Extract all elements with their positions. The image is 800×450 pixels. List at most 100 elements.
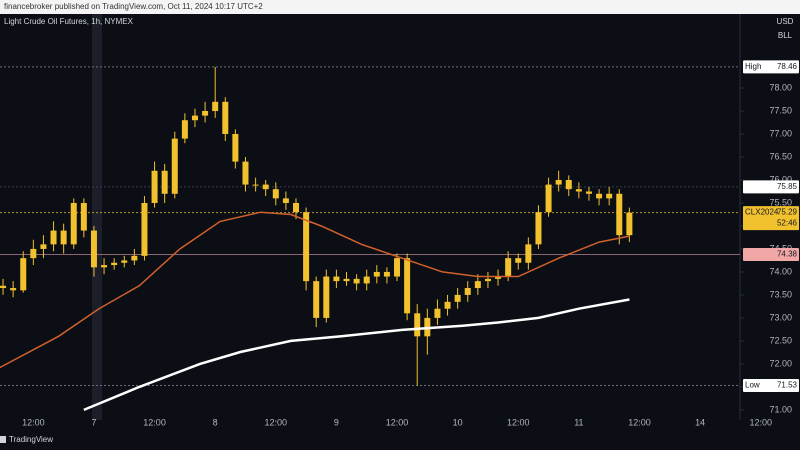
candle-body <box>565 179 572 190</box>
unit-label: BLL <box>778 31 793 40</box>
candle-body <box>313 281 320 318</box>
candle-body <box>222 101 229 135</box>
price-marker-countdown: 52:46 <box>777 219 798 228</box>
x-tick-label: 8 <box>213 417 218 427</box>
candle-body <box>212 101 219 112</box>
candle-body <box>484 278 491 282</box>
candle-body <box>454 294 461 302</box>
y-tick-label: 76.50 <box>769 151 792 161</box>
header-bar <box>0 0 800 14</box>
candle-body <box>272 189 279 199</box>
candle-body <box>70 202 77 245</box>
candle-body <box>232 134 239 162</box>
candle-body <box>242 161 249 185</box>
y-tick-label: 77.00 <box>769 128 792 138</box>
moving-average <box>83 298 630 412</box>
x-tick-label: 14 <box>695 417 705 427</box>
candle-body <box>353 278 360 284</box>
x-tick-label: 11 <box>574 417 583 427</box>
candle-body <box>363 276 370 284</box>
x-tick-label: 12:00 <box>749 417 772 427</box>
candle-body <box>202 111 209 116</box>
candle-body <box>515 258 522 263</box>
x-tick-label: 12:00 <box>386 417 409 427</box>
candle-body <box>30 248 37 259</box>
candle-body <box>111 262 118 266</box>
candle-body <box>141 202 148 256</box>
candle-body <box>575 189 582 192</box>
price-marker-value: 78.46 <box>777 62 798 71</box>
candle-body <box>131 255 138 261</box>
y-tick-label: 73.00 <box>769 312 792 322</box>
currency-label: USD <box>777 17 794 26</box>
candle-body <box>0 285 7 289</box>
candle-body <box>394 258 401 277</box>
price-marker-box <box>743 180 799 194</box>
y-tick-label: 71.00 <box>769 404 792 414</box>
candle-body <box>464 288 471 295</box>
price-marker-box <box>743 60 799 74</box>
price-marker-label: Low <box>745 381 760 390</box>
session-band <box>92 14 102 420</box>
candle-body <box>282 198 289 203</box>
price-marker-value: 74.38 <box>777 250 798 259</box>
price-marker-value: 71.53 <box>777 381 798 390</box>
candle-body <box>80 202 87 231</box>
candle-body <box>495 276 502 279</box>
price-marker-label: High <box>745 62 761 71</box>
candle-body <box>151 170 158 203</box>
candle-body <box>191 115 198 121</box>
candle-body <box>596 193 603 199</box>
candle-body <box>606 193 613 199</box>
candle-body <box>303 212 310 282</box>
moving-average <box>0 211 630 369</box>
y-tick-label: 72.00 <box>769 358 792 368</box>
y-tick-label: 72.50 <box>769 335 792 345</box>
candle-body <box>171 138 178 194</box>
candle-body <box>50 230 57 245</box>
candle-body <box>585 191 592 194</box>
publisher-text: financebroker published on TradingView.c… <box>4 2 263 11</box>
price-marker-value: 75.85 <box>777 182 798 191</box>
candle-body <box>181 120 188 139</box>
brand-text: TradingView <box>9 435 53 444</box>
candle-body <box>323 276 330 318</box>
candle-body <box>121 260 128 263</box>
x-tick-label: 9 <box>334 417 339 427</box>
y-tick-label: 73.50 <box>769 289 792 299</box>
brand-logo: TradingView <box>0 435 53 444</box>
candle-body <box>373 271 380 277</box>
logo-icon <box>0 436 6 443</box>
candle-body <box>60 230 67 245</box>
candle-body <box>262 184 269 190</box>
x-tick-label: 12:00 <box>628 417 651 427</box>
y-tick-label: 74.00 <box>769 266 792 276</box>
candle-body <box>161 170 168 194</box>
candle-body <box>333 276 340 282</box>
candle-body <box>555 179 562 185</box>
candle-body <box>525 244 532 263</box>
candle-body <box>40 244 47 249</box>
candle-body <box>545 184 552 213</box>
candle-body <box>616 193 623 236</box>
candle-body <box>444 301 451 309</box>
candle-body <box>252 184 259 186</box>
price-marker-value: 75.29 <box>777 208 798 217</box>
candle-body <box>101 265 108 268</box>
x-tick-label: 7 <box>91 417 96 427</box>
candle-body <box>383 271 390 277</box>
candle-body <box>414 313 421 337</box>
candle-body <box>404 258 411 314</box>
x-tick-label: 12:00 <box>22 417 45 427</box>
x-tick-label: 12:00 <box>143 417 166 427</box>
candle-body <box>626 212 633 236</box>
price-marker-box <box>743 379 799 393</box>
price-marker-box <box>743 206 799 231</box>
price-marker-label: CLX2024 <box>745 208 779 217</box>
x-tick-label: 10 <box>453 417 463 427</box>
candle-body <box>293 202 299 213</box>
candle-body <box>343 278 350 282</box>
candle-body <box>434 308 441 318</box>
candle-body <box>10 288 17 291</box>
